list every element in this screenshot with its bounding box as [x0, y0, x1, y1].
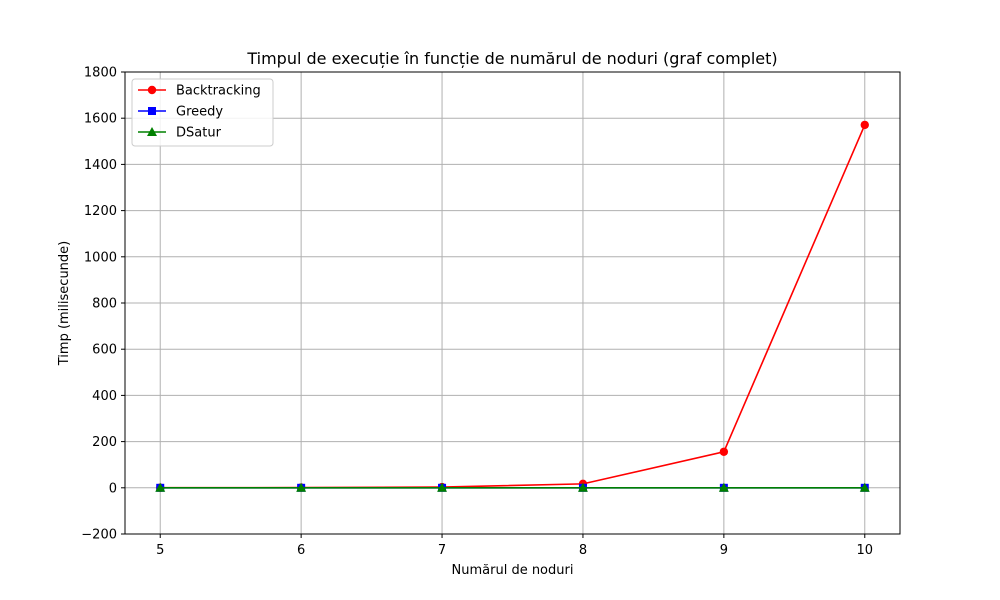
- y-tick-label: 1400: [84, 158, 117, 173]
- y-tick-label: −200: [81, 528, 117, 543]
- chart-title: Timpul de execuție în funcție de numărul…: [246, 49, 777, 68]
- y-tick-label: 0: [109, 481, 117, 496]
- legend: Backtracking Greedy DSatur: [131, 78, 274, 147]
- legend-box: [131, 78, 274, 147]
- legend-marker-dsatur: [147, 127, 157, 136]
- data-point-dsatur: [859, 482, 870, 492]
- data-point-dsatur: [437, 482, 448, 492]
- data-point-dsatur: [155, 482, 166, 492]
- legend-label-dsatur: DSatur: [176, 126, 222, 141]
- y-tick-label: 800: [92, 297, 117, 312]
- data-point-dsatur: [577, 482, 588, 492]
- legend-label-backtracking: Backtracking: [176, 84, 261, 99]
- y-tick-label: 200: [92, 435, 117, 450]
- y-tick-label: 1600: [84, 112, 117, 127]
- x-tick-label: 6: [297, 543, 305, 558]
- y-axis-label: Timp (milisecunde): [57, 241, 72, 367]
- series-layer: [155, 120, 870, 492]
- data-point-backtracking: [719, 447, 729, 456]
- data-point-dsatur: [718, 482, 729, 492]
- series-dsatur: [155, 482, 870, 492]
- x-tick-label: 8: [579, 543, 587, 558]
- legend-marker-backtracking: [147, 85, 157, 95]
- y-tick-label: 1200: [84, 204, 117, 219]
- x-tick-label: 10: [856, 543, 873, 558]
- axes: 5 6 7 8 9 10 −200 0 200 400 600 800 1000 1200 1400 1600…: [81, 66, 873, 559]
- x-tick-label: 7: [438, 543, 446, 558]
- x-axis-label: Numărul de noduri: [452, 563, 574, 578]
- y-tick-label: 400: [92, 389, 117, 404]
- x-tick-label: 9: [720, 543, 728, 558]
- data-point-backtracking: [860, 120, 869, 130]
- data-point-dsatur: [296, 482, 307, 492]
- y-tick-label: 1800: [84, 66, 117, 81]
- x-tick-label: 5: [156, 543, 164, 558]
- y-tick-label: 1000: [84, 250, 117, 265]
- y-tick-label: 600: [92, 343, 117, 358]
- legend-label-greedy: Greedy: [176, 105, 223, 120]
- legend-marker-greedy: [148, 107, 156, 115]
